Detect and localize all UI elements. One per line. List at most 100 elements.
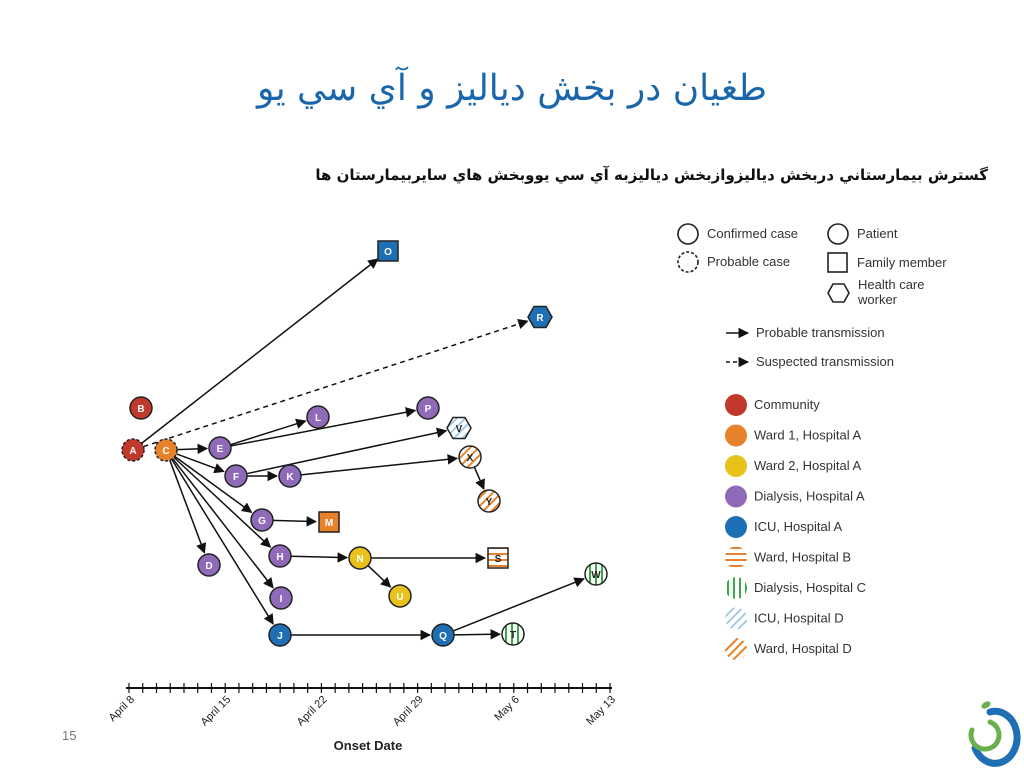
node-T: T (501, 622, 525, 646)
axis-minor-ticks (128, 683, 611, 693)
edge-C-I (172, 458, 274, 589)
node-V: V (446, 416, 472, 440)
legend-location-label: Dialysis, Hospital C (754, 580, 866, 595)
nodes-layer: A B C D E F G H I J K L M N O P Q R S T U V W X Y (121, 240, 608, 647)
node-W: W (584, 562, 608, 586)
node-shape-M (318, 511, 340, 533)
edge-C-F (176, 453, 225, 474)
node-label-G: G (258, 516, 266, 527)
node-J: J (268, 623, 292, 647)
edges-layer (141, 258, 585, 641)
node-shape-L (306, 405, 330, 429)
health-care-worker-icon (827, 283, 850, 303)
edge-C-D (169, 460, 207, 554)
node-B: B (129, 396, 153, 420)
node-shape-A (121, 438, 145, 462)
node-N: N (348, 546, 372, 570)
legend-probable-case: Probable case (707, 254, 790, 269)
node-shape-V (446, 416, 472, 440)
axis-tick-label: May 6 (492, 694, 522, 724)
node-shape-S (487, 547, 509, 569)
node-shape-F (224, 464, 248, 488)
node-shape-I (269, 586, 293, 610)
node-label-E: E (217, 444, 224, 455)
edge-N-U (367, 565, 392, 588)
node-L: L (306, 405, 330, 429)
node-R: R (527, 305, 553, 329)
axis-tick-label: May 13 (584, 694, 618, 728)
edge-Q-W (452, 577, 585, 632)
node-shape-H (268, 544, 292, 568)
legend-location-label: Dialysis, Hospital A (754, 489, 865, 504)
legend-swatch-community (725, 394, 747, 416)
node-label-T: T (510, 630, 516, 641)
legend-location-label: Ward 2, Hospital A (754, 458, 862, 473)
legend-location-label: Ward, Hospital B (754, 550, 851, 565)
node-shape-X (458, 445, 482, 469)
legend-probable-transmission: Probable transmission (756, 325, 885, 340)
node-shape-J (268, 623, 292, 647)
legend-swatch-hatch_icu_d (725, 607, 747, 630)
legend-location-label: ICU, Hospital A (754, 519, 842, 534)
legend-swatch-hatch_ward_d (725, 638, 747, 660)
edge-E-L (230, 418, 307, 446)
edge-C-J (171, 458, 274, 625)
node-E: E (208, 436, 232, 460)
organization-logo-icon (968, 701, 1021, 767)
node-label-F: F (233, 472, 239, 483)
node-label-J: J (277, 631, 283, 642)
legend-location-label: ICU, Hospital D (754, 611, 844, 626)
axis-tick-labels: April 8 April 15 April 22 April 29 May 6 May … (107, 694, 619, 729)
node-shape-D (197, 553, 221, 577)
edge-C-H (173, 456, 272, 548)
legend-swatch-hatch_dialysis_c (725, 577, 747, 599)
legend-confirmed-case: Confirmed case (707, 226, 798, 241)
node-shape-R (527, 305, 553, 329)
edge-X-Y (473, 466, 485, 491)
node-label-S: S (495, 554, 502, 565)
legend-hcw-line1: Health care (858, 277, 924, 292)
node-I: I (269, 586, 293, 610)
node-label-O: O (384, 247, 392, 258)
page-number: 15 (62, 728, 77, 743)
node-A: A (121, 438, 145, 462)
node-shape-B (129, 396, 153, 420)
node-G: G (250, 508, 274, 532)
node-K: K (278, 464, 302, 488)
node-label-U: U (396, 592, 403, 603)
legend-location-label: Community (754, 397, 820, 412)
node-shape-Y (477, 489, 501, 513)
edge-C-E (176, 443, 209, 455)
legend: Confirmed case Probable case Patient Fam… (677, 223, 947, 660)
slide-title: طغيان در بخش دياليز و آي سي يو (256, 68, 768, 109)
edge-F-V (246, 427, 448, 475)
legend-swatch-icu (725, 516, 747, 538)
node-shape-E (208, 436, 232, 460)
family-member-icon (827, 252, 848, 273)
node-shape-K (278, 464, 302, 488)
node-S: S (487, 547, 509, 569)
node-label-V: V (456, 424, 463, 435)
node-label-D: D (205, 561, 212, 572)
node-O: O (377, 240, 399, 262)
node-M: M (318, 511, 340, 533)
node-shape-Q (431, 623, 455, 647)
axis-tick-label: April 22 (295, 694, 330, 729)
node-H: H (268, 544, 292, 568)
node-label-N: N (356, 554, 363, 565)
node-label-W: W (591, 570, 601, 581)
axis-label: Onset Date (334, 738, 403, 753)
node-shape-N (348, 546, 372, 570)
node-U: U (388, 584, 412, 608)
node-label-X: X (467, 453, 474, 464)
node-label-R: R (536, 313, 544, 324)
node-label-B: B (137, 404, 144, 415)
timeline-axis: April 8 April 15 April 22 April 29 May 6 May … (107, 683, 619, 753)
legend-location-label: Ward, Hospital D (754, 641, 852, 656)
legend-suspected-transmission: Suspected transmission (756, 354, 894, 369)
legend-swatch-dialysis (725, 485, 747, 508)
node-label-A: A (129, 446, 136, 457)
edge-A-R (143, 318, 529, 448)
location-legend: Community Ward 1, Hospital A Ward 2, Hospi… (725, 394, 866, 660)
